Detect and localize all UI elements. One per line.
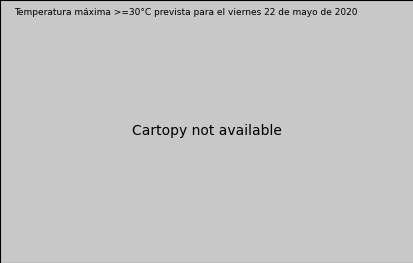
Text: Temperatura máxima >=30°C prevista para el viernes 22 de mayo de 2020: Temperatura máxima >=30°C prevista para … bbox=[14, 8, 357, 17]
Text: Cartopy not available: Cartopy not available bbox=[132, 124, 281, 139]
